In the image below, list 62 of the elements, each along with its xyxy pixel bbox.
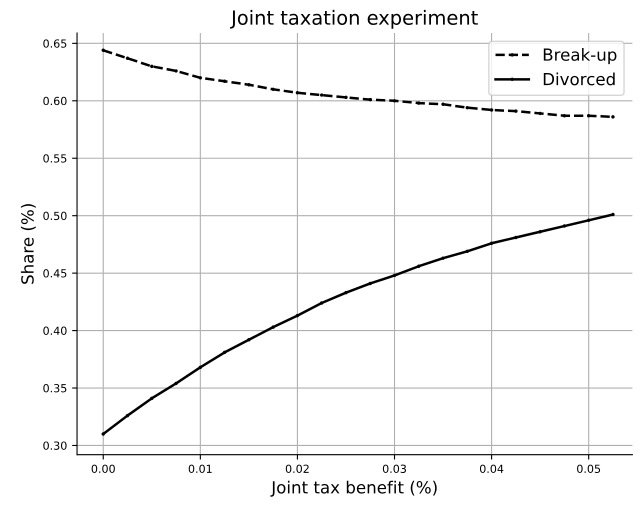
point (466, 250, 470, 254)
point (417, 101, 421, 105)
point (271, 325, 275, 329)
x-axis-title: Joint tax benefit (%) (270, 480, 437, 497)
y-tick-label: 0.60 (43, 96, 67, 106)
legend-label: Break-up (544, 48, 616, 64)
point (514, 109, 518, 113)
point (126, 414, 130, 418)
point (466, 106, 470, 110)
y-tick-label: 0.65 (43, 39, 66, 48)
x-tick-label: 0.04 (480, 464, 504, 473)
point (392, 274, 396, 278)
point (514, 236, 518, 240)
point (320, 93, 324, 97)
point (198, 366, 202, 370)
x-tick-label: 0.02 (286, 464, 309, 473)
point (538, 112, 542, 116)
point (611, 115, 615, 119)
point (150, 396, 154, 400)
y-tick-label: 0.40 (43, 326, 67, 335)
point (441, 102, 445, 106)
x-tick-label: 0.00 (92, 464, 115, 473)
x-tick-label: 0.03 (382, 464, 406, 473)
point (344, 96, 348, 100)
point (586, 218, 590, 222)
point (344, 290, 348, 294)
point (490, 242, 494, 245)
point (562, 224, 566, 228)
point (392, 99, 396, 103)
x-tick-label: 0.01 (188, 464, 212, 473)
point (296, 314, 300, 318)
point (247, 82, 251, 86)
y-tick-label: 0.35 (43, 384, 66, 392)
point (222, 350, 226, 354)
point (490, 108, 494, 112)
x-tick-label: 0.05 (577, 464, 600, 473)
point (296, 91, 300, 94)
y-tick-label: 0.30 (43, 441, 67, 450)
point (368, 98, 372, 102)
point (198, 76, 202, 80)
chart-title: Joint taxation experiment (230, 10, 478, 29)
point (586, 114, 590, 118)
point (174, 382, 178, 386)
point (538, 230, 542, 234)
point (102, 432, 105, 436)
point (441, 256, 445, 260)
point (271, 88, 275, 92)
point (611, 212, 615, 216)
point (174, 69, 178, 73)
legend-label: Divorced (544, 72, 615, 86)
point (417, 264, 421, 268)
y-tick-label: 0.50 (43, 212, 67, 220)
point (102, 48, 105, 52)
y-axis-title: Share (%) (20, 204, 36, 284)
y-tick-label: 0.45 (43, 269, 66, 278)
point (222, 80, 226, 84)
point (247, 338, 251, 342)
point (368, 282, 372, 286)
point (150, 64, 154, 68)
y-tick-label: 0.55 (43, 154, 66, 163)
point (320, 301, 324, 305)
point (126, 56, 130, 60)
